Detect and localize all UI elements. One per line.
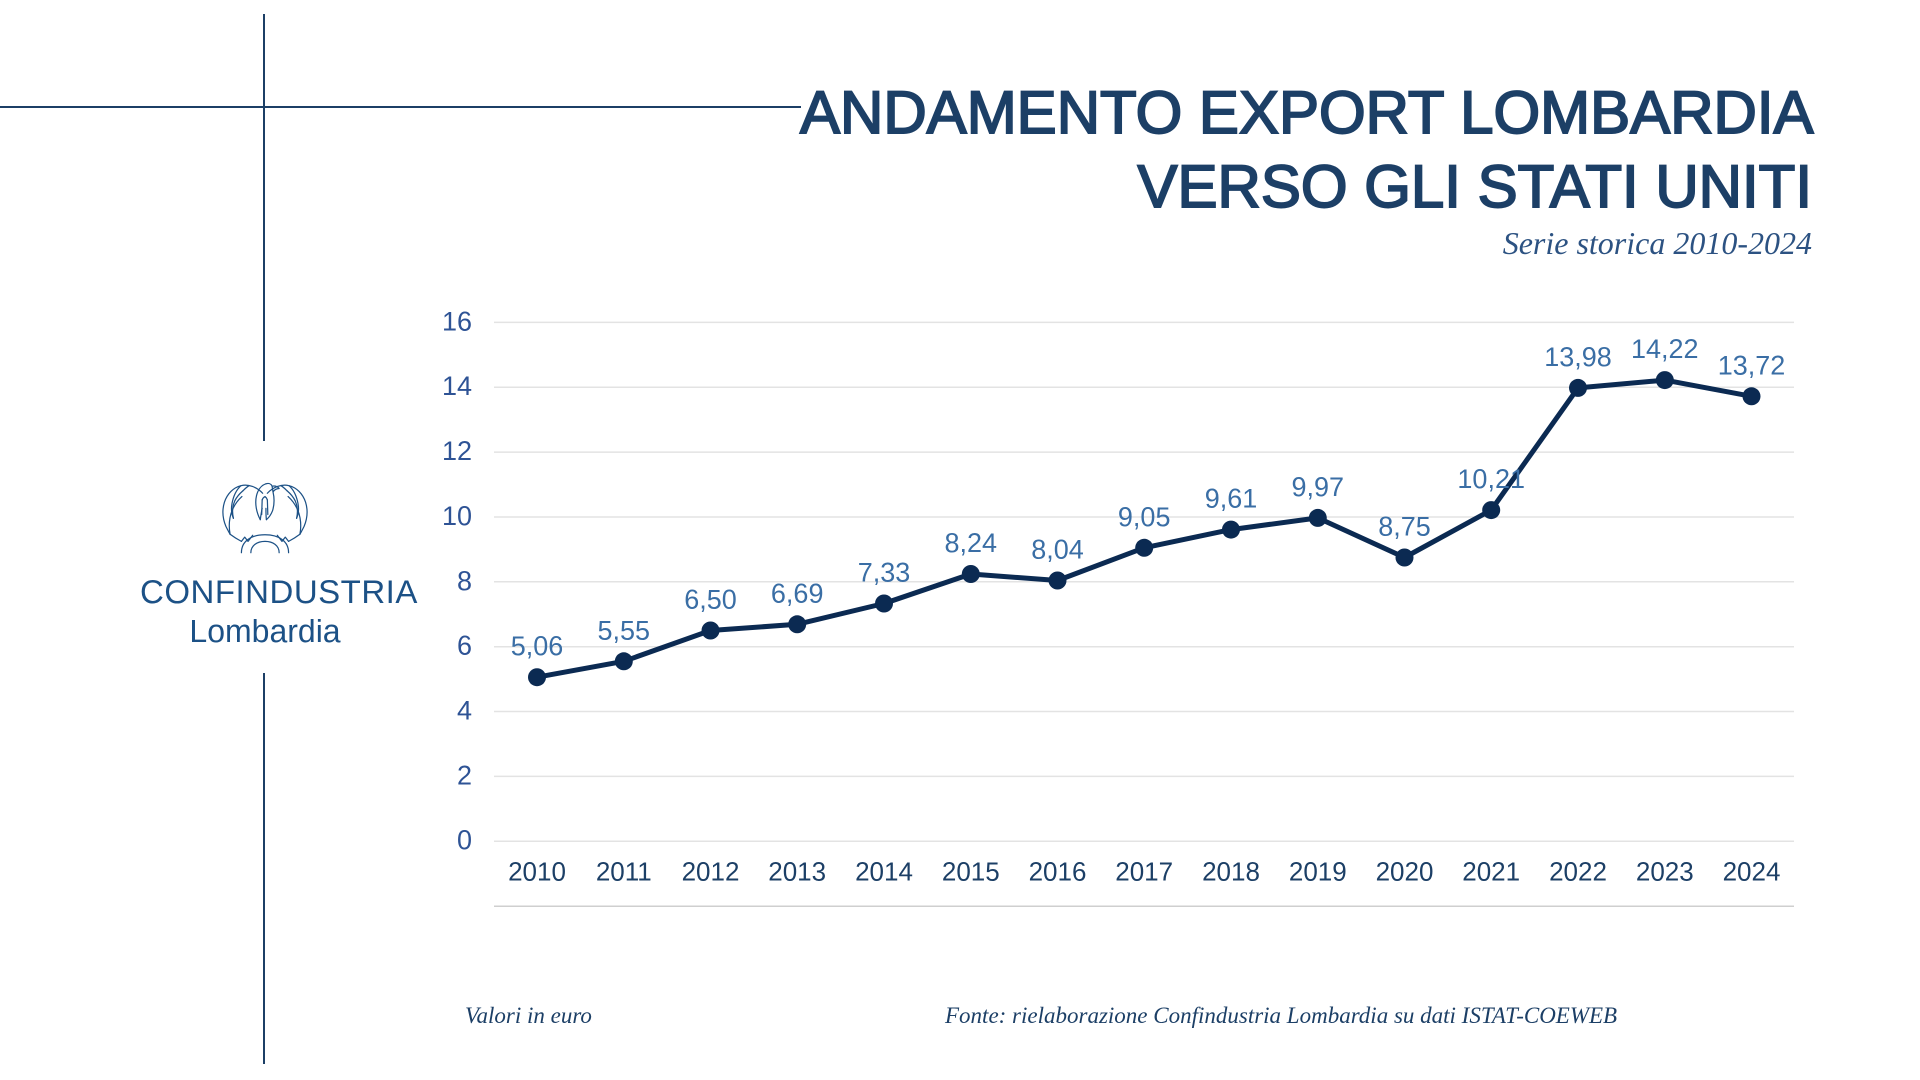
svg-text:2013: 2013 bbox=[768, 857, 826, 887]
svg-text:2: 2 bbox=[457, 760, 472, 790]
svg-text:0: 0 bbox=[457, 825, 472, 855]
svg-text:2010: 2010 bbox=[508, 857, 566, 887]
svg-text:9,97: 9,97 bbox=[1292, 472, 1345, 502]
svg-text:2021: 2021 bbox=[1462, 857, 1520, 887]
svg-text:2023: 2023 bbox=[1636, 857, 1694, 887]
svg-text:2015: 2015 bbox=[942, 857, 1000, 887]
svg-text:2022: 2022 bbox=[1549, 857, 1607, 887]
svg-text:14,22: 14,22 bbox=[1631, 334, 1699, 364]
svg-text:2011: 2011 bbox=[596, 857, 652, 887]
svg-text:6,69: 6,69 bbox=[771, 578, 824, 608]
svg-text:4: 4 bbox=[457, 696, 472, 726]
svg-text:2014: 2014 bbox=[855, 857, 913, 887]
svg-text:12: 12 bbox=[442, 436, 472, 466]
svg-text:8: 8 bbox=[457, 566, 472, 596]
svg-text:6,50: 6,50 bbox=[684, 585, 737, 615]
svg-text:8,04: 8,04 bbox=[1031, 535, 1084, 565]
svg-text:8,24: 8,24 bbox=[945, 528, 998, 558]
svg-text:13,72: 13,72 bbox=[1718, 350, 1786, 380]
svg-text:2020: 2020 bbox=[1376, 857, 1434, 887]
svg-text:2017: 2017 bbox=[1115, 857, 1173, 887]
svg-text:14: 14 bbox=[442, 371, 472, 401]
svg-text:6: 6 bbox=[457, 631, 472, 661]
svg-text:2016: 2016 bbox=[1029, 857, 1087, 887]
svg-text:5,06: 5,06 bbox=[511, 631, 564, 661]
svg-text:9,05: 9,05 bbox=[1118, 502, 1171, 532]
svg-text:10,21: 10,21 bbox=[1457, 464, 1525, 494]
svg-text:5,55: 5,55 bbox=[598, 615, 651, 645]
svg-text:2012: 2012 bbox=[682, 857, 740, 887]
svg-text:9,61: 9,61 bbox=[1205, 484, 1258, 514]
svg-text:10: 10 bbox=[442, 501, 472, 531]
svg-text:2024: 2024 bbox=[1723, 857, 1781, 887]
svg-text:7,33: 7,33 bbox=[858, 558, 911, 588]
svg-text:2018: 2018 bbox=[1202, 857, 1260, 887]
svg-text:2019: 2019 bbox=[1289, 857, 1347, 887]
svg-text:16: 16 bbox=[442, 306, 472, 336]
svg-text:13,98: 13,98 bbox=[1544, 342, 1612, 372]
svg-text:8,75: 8,75 bbox=[1378, 512, 1431, 542]
